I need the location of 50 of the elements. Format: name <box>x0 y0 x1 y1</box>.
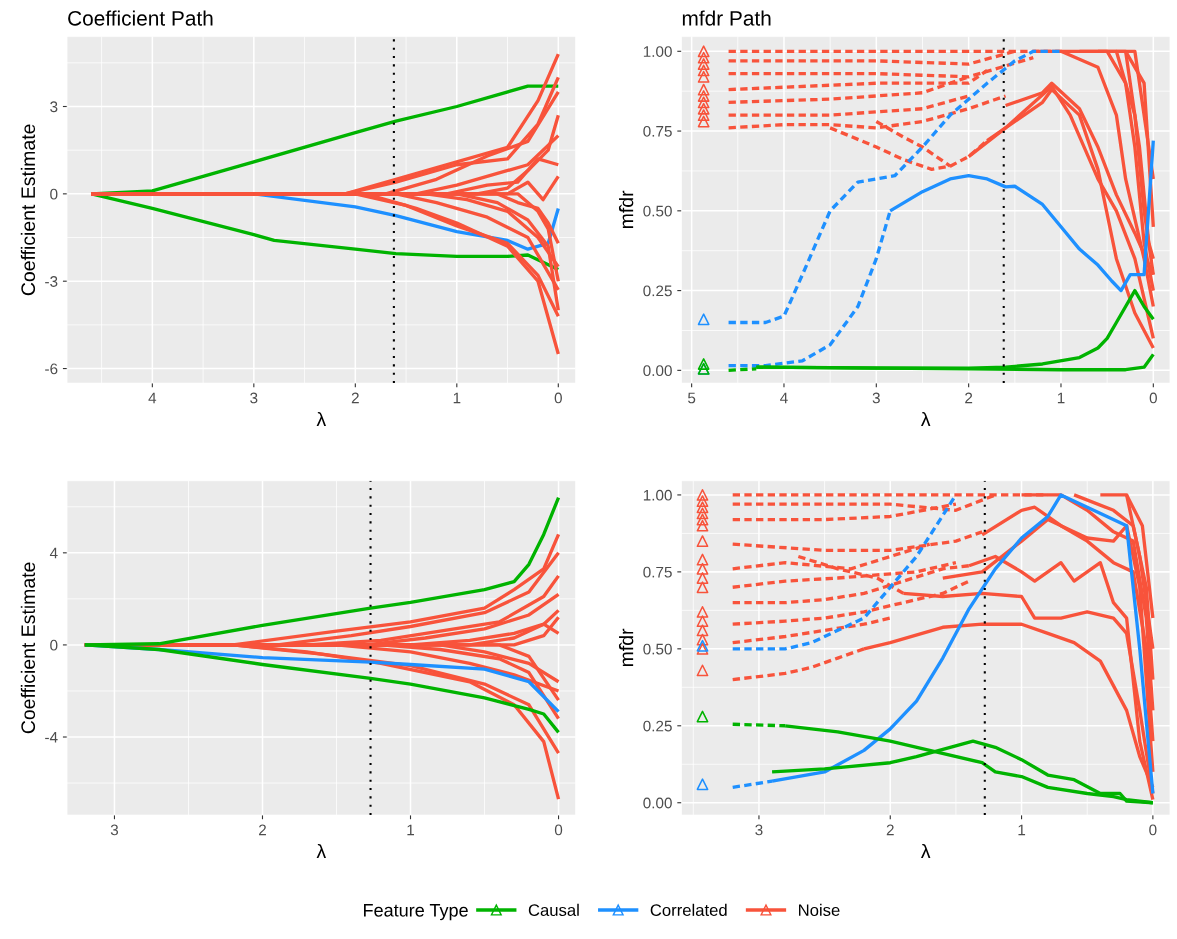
y-tick-label: 0.00 <box>643 797 672 809</box>
x-tick-label: 2 <box>259 824 266 836</box>
y-tick-label: 0.25 <box>643 285 672 297</box>
y-tick-label: 0.75 <box>643 125 672 137</box>
y-tick-label: -3 <box>45 276 58 287</box>
x-tick-label: 3 <box>755 824 763 836</box>
x-tick-label: 1 <box>407 824 415 836</box>
x-tick-label: 2 <box>351 392 359 404</box>
legend-label: Causal <box>528 903 579 917</box>
x-tick-label: 0 <box>1149 824 1157 836</box>
y-tick-label: 0 <box>50 639 58 651</box>
x-tick-label: 3 <box>250 392 258 404</box>
y-axis-title: Coefficient Estimate <box>20 124 36 296</box>
x-axis-title: λ <box>316 411 327 427</box>
y-tick-label: 0 <box>50 188 58 200</box>
x-tick-label: 3 <box>110 824 119 836</box>
y-tick-label: -6 <box>45 363 58 375</box>
x-axis-title: λ <box>920 411 931 427</box>
x-tick-label: 1 <box>453 392 461 404</box>
y-tick-label: -4 <box>45 732 58 743</box>
x-tick-label: 0 <box>554 824 563 836</box>
legend-title: Feature Type <box>364 904 468 921</box>
x-tick-label: 2 <box>886 824 894 836</box>
x-tick-label: 0 <box>1149 392 1157 404</box>
y-tick-label: 0.75 <box>643 566 672 578</box>
y-tick-label: 0.50 <box>643 205 672 217</box>
y-tick-label: 1.00 <box>643 46 672 57</box>
x-tick-label: 4 <box>780 392 788 404</box>
legend-label: Noise <box>799 903 840 917</box>
chart-title: mfdr Path <box>682 10 771 26</box>
legend-label: Correlated <box>650 903 727 917</box>
x-axis-title: λ <box>920 843 931 858</box>
y-tick-label: 1.00 <box>643 489 672 501</box>
x-tick-label: 2 <box>965 392 973 404</box>
y-tick-label: 0.00 <box>643 365 672 377</box>
y-axis-title: mf̂dr <box>618 628 634 667</box>
y-axis-title: mf̂dr <box>618 190 634 229</box>
x-tick-label: 4 <box>148 392 157 404</box>
y-tick-label: 0.25 <box>643 720 672 732</box>
x-axis-title: λ <box>316 843 327 858</box>
chart-title: Coefficient Path <box>68 10 213 26</box>
x-tick-label: 1 <box>1018 824 1026 836</box>
x-tick-label: 3 <box>872 392 880 404</box>
y-tick-label: 0.50 <box>643 643 672 655</box>
x-tick-label: 0 <box>554 392 562 404</box>
y-axis-title: Coefficient Estimate <box>20 562 36 734</box>
y-tick-label: 4 <box>49 547 58 559</box>
y-tick-label: 3 <box>50 101 58 113</box>
x-tick-label: 1 <box>1057 392 1065 404</box>
x-tick-label: 5 <box>688 392 696 404</box>
